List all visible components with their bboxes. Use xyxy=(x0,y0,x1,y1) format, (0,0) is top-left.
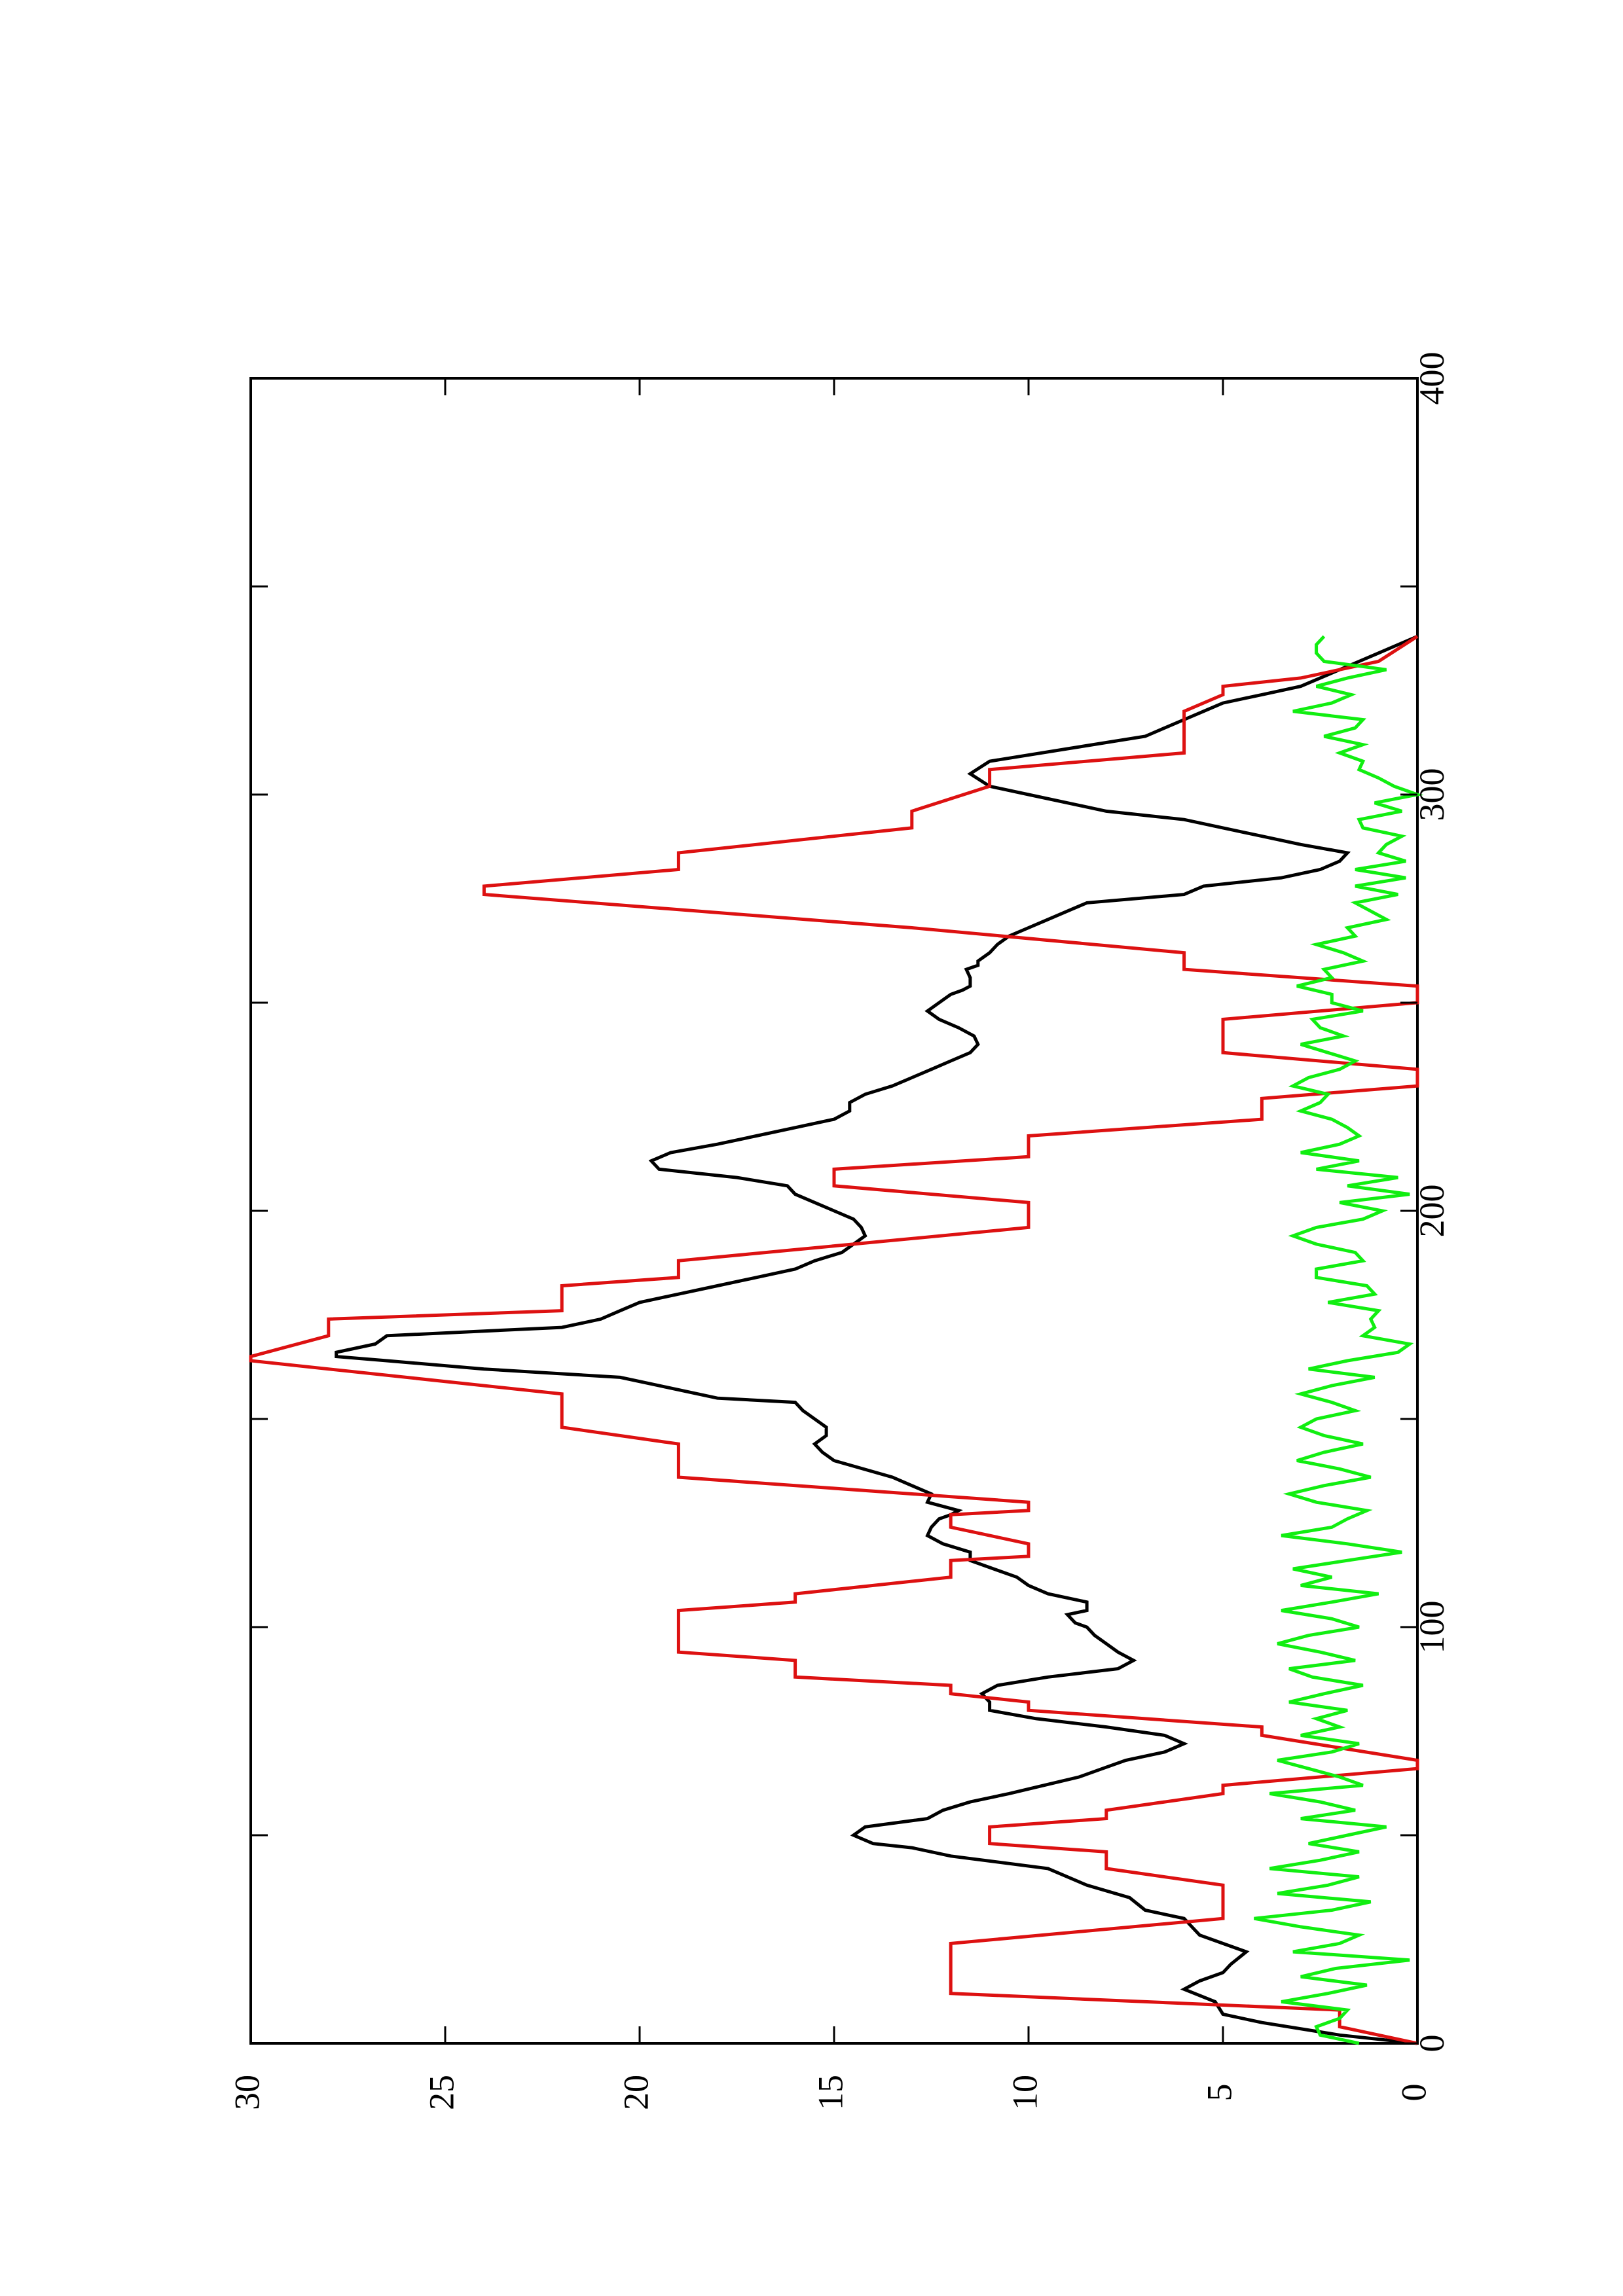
y-tick-label: 0 xyxy=(1394,2084,1433,2102)
x-tick-label: 200 xyxy=(1412,1185,1451,1238)
series-line-3 xyxy=(1254,635,1424,2045)
axis-ticks xyxy=(249,377,1419,2045)
series-group xyxy=(249,635,1424,2045)
y-tick-label: 30 xyxy=(227,2075,266,2110)
y-tick-label: 20 xyxy=(616,2075,655,2110)
y-tick-label: 5 xyxy=(1199,2084,1239,2102)
x-tick-label: 100 xyxy=(1412,1601,1451,1654)
y-tick-label: 25 xyxy=(422,2075,461,2110)
y-tick-label: 15 xyxy=(811,2075,850,2110)
x-tick-label: 0 xyxy=(1412,2035,1451,2053)
series-line-1 xyxy=(335,635,1418,2045)
x-tick-label: 300 xyxy=(1412,768,1451,821)
x-tick-label: 400 xyxy=(1412,352,1451,405)
y-tick-label: 10 xyxy=(1005,2075,1044,2110)
series-line-2 xyxy=(249,635,1419,2045)
tick-labels: 0 100 200 300 400 0 5 10 15 20 25 30 xyxy=(227,352,1451,2111)
